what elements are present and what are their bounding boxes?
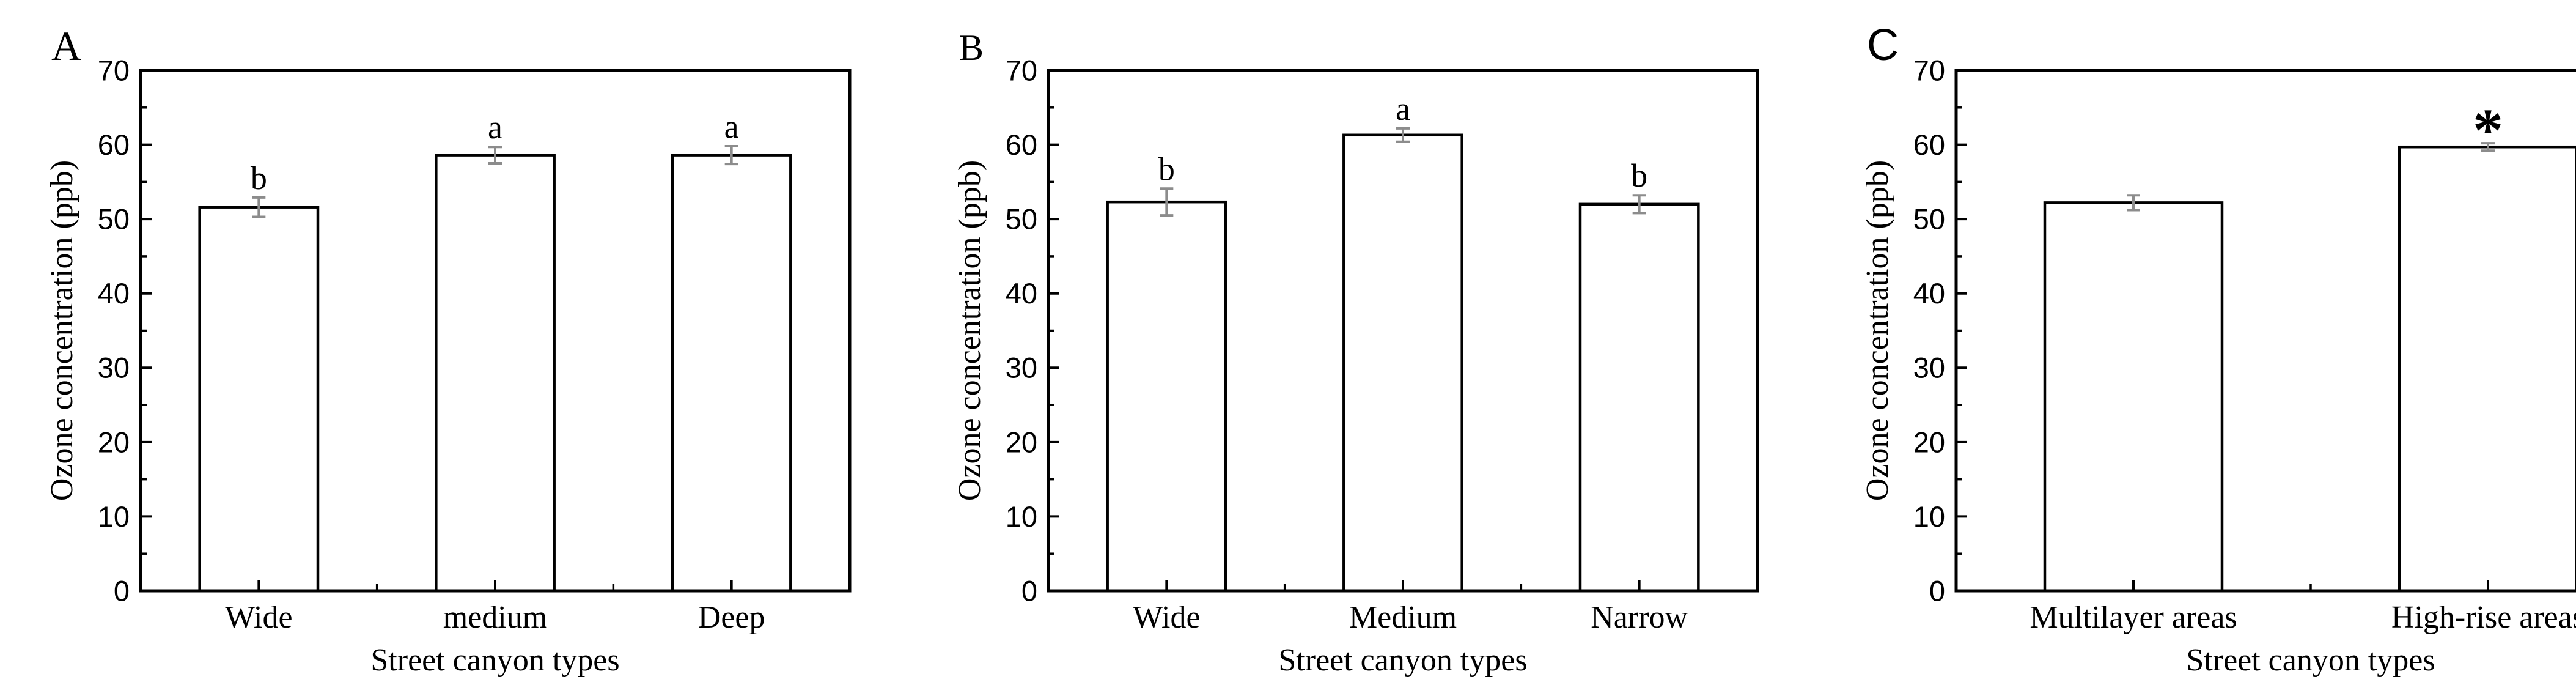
x-axis-title: Street canyon types <box>2186 643 2435 678</box>
significance-label: b <box>251 160 267 196</box>
bar-multilayer-areas <box>2043 201 2224 593</box>
significance-label: b <box>1631 157 1647 194</box>
y-tick-label: 0 <box>114 574 130 607</box>
error-bar-multilayer-areas <box>2127 194 2140 212</box>
y-tick-label: 20 <box>1006 426 1037 458</box>
error-bar-medium <box>1396 127 1410 143</box>
y-tick-label: 0 <box>1929 574 1945 607</box>
bar-deep <box>671 154 792 593</box>
y-tick-label: 70 <box>98 54 130 86</box>
y-tick-label: 10 <box>98 500 130 533</box>
y-tick-label: 60 <box>1006 128 1037 161</box>
panel-letter: B <box>959 28 984 68</box>
bar-chart-C: * 0 10 20 30 40 50 60 70 Multilayer areas High-ris… <box>1860 21 2576 678</box>
y-tick-label: 40 <box>98 277 130 309</box>
y-tick-label: 30 <box>1006 352 1037 384</box>
significance-label: a <box>488 109 502 146</box>
error-bar-medium <box>488 146 502 165</box>
bar-medium <box>435 154 556 593</box>
y-tick-label: 60 <box>98 128 130 161</box>
error-bar-wide <box>252 196 266 218</box>
y-tick-label: 10 <box>1006 500 1037 533</box>
x-category-label: High-rise areas <box>2391 600 2576 635</box>
y-tick-label: 40 <box>1006 277 1037 309</box>
x-axis-title: Street canyon types <box>1278 643 1527 678</box>
x-category-label: Narrow <box>1591 600 1688 635</box>
y-tick-label: 50 <box>1006 203 1037 235</box>
y-tick-label: 50 <box>1913 203 1945 235</box>
x-category-label: medium <box>443 600 547 635</box>
significance-label: a <box>724 108 739 145</box>
error-bar-deep <box>724 145 738 166</box>
y-tick-label: 50 <box>98 203 130 235</box>
y-axis-title: Ozone concentration (ppb) <box>45 160 79 501</box>
x-category-label: Multilayer areas <box>2030 600 2237 635</box>
y-axis-title: Ozone concentration (ppb) <box>952 160 987 501</box>
panel-letter: A <box>51 23 81 69</box>
y-tick-label: 70 <box>1913 54 1945 86</box>
bar-wide <box>198 206 320 593</box>
y-tick-label: 10 <box>1913 500 1945 533</box>
bar-narrow <box>1578 202 1700 593</box>
bar-chart-A: b a a 0 10 20 30 40 50 60 70 Wide medium Deep Street c… <box>45 23 852 678</box>
x-category-label: Wide <box>1133 600 1201 635</box>
y-tick-label: 30 <box>1913 352 1945 384</box>
bar-chart-B: b a b 0 10 20 30 40 50 60 70 Wide Medium Narrow Street… <box>952 28 1759 678</box>
x-category-label: Medium <box>1349 600 1457 635</box>
x-category-label: Deep <box>698 600 765 635</box>
significance-label: b <box>1158 150 1175 187</box>
y-tick-label: 0 <box>1021 574 1037 607</box>
significance-label: a <box>1396 91 1410 127</box>
y-tick-label: 70 <box>1006 54 1037 86</box>
panel-A: b a a 0 10 20 30 40 50 60 70 Wide medium Deep Street c… <box>24 10 883 693</box>
error-bar-narrow <box>1632 194 1646 215</box>
significance-label: * <box>2473 96 2503 164</box>
y-tick-label: 40 <box>1913 277 1945 309</box>
y-axis-title: Ozone concentration (ppb) <box>1860 160 1895 501</box>
y-tick-label: 60 <box>1913 128 1945 161</box>
x-category-label: Wide <box>225 600 293 635</box>
bar-high-rise-areas <box>2398 145 2576 593</box>
error-bar-high-rise-areas <box>2481 142 2495 152</box>
panel-letter: C <box>1867 21 1899 70</box>
y-tick-label: 20 <box>1913 426 1945 458</box>
bar-medium <box>1342 133 1463 593</box>
error-bar-wide <box>1160 187 1174 217</box>
y-tick-label: 30 <box>98 352 130 384</box>
bar-wide <box>1106 200 1227 593</box>
panel-C: * 0 10 20 30 40 50 60 70 Multilayer areas High-ris… <box>1840 10 2576 693</box>
x-axis-title: Street canyon types <box>370 643 619 678</box>
panel-B: b a b 0 10 20 30 40 50 60 70 Wide Medium Narrow Street… <box>932 10 1791 693</box>
y-tick-label: 20 <box>98 426 130 458</box>
